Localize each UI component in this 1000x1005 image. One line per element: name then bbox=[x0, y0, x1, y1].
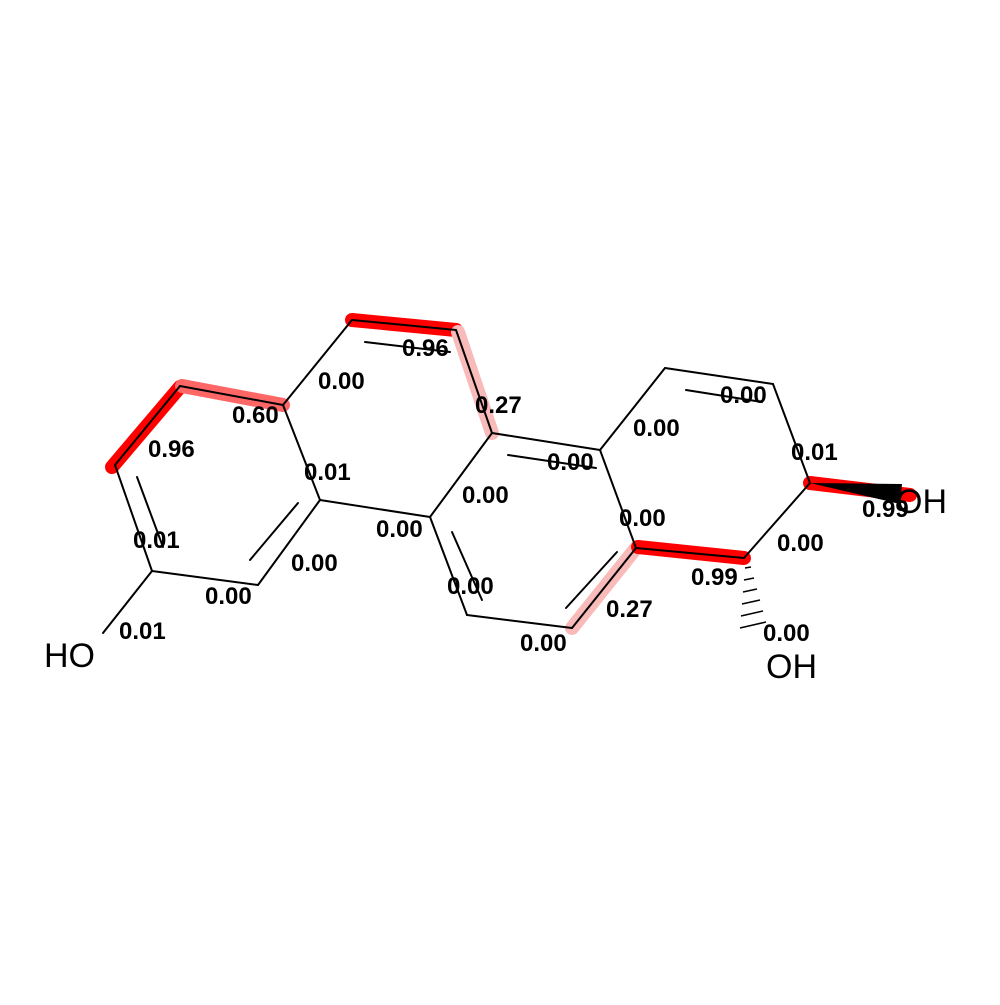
bond bbox=[351, 319, 457, 331]
bond-score-label: 0.99 bbox=[862, 496, 909, 523]
bond-score-label: 0.60 bbox=[232, 402, 279, 429]
bond-score-label: 0.00 bbox=[291, 550, 338, 577]
bond bbox=[102, 570, 153, 634]
bond bbox=[565, 551, 618, 609]
bond bbox=[455, 329, 493, 434]
bond-score-label: 0.96 bbox=[402, 335, 449, 362]
bond bbox=[179, 385, 284, 406]
bond bbox=[429, 516, 468, 616]
bond bbox=[136, 476, 164, 548]
bond bbox=[282, 319, 353, 406]
bond bbox=[743, 482, 811, 559]
bond bbox=[319, 499, 431, 518]
atom-label-layer: HO OH OH bbox=[44, 483, 947, 686]
bond-score-label: 0.00 bbox=[462, 482, 509, 509]
bond-score-label: 0.00 bbox=[318, 368, 365, 395]
score-label-layer: 0.96 0.00 0.60 0.27 0.96 0.00 0.00 0.01 … bbox=[119, 335, 909, 657]
bond-score-label: 0.01 bbox=[119, 618, 166, 645]
bond-score-label: 0.99 bbox=[691, 564, 738, 591]
bond-score-label: 0.00 bbox=[633, 415, 680, 442]
bond-score-label: 0.01 bbox=[304, 459, 351, 486]
bond-layer bbox=[102, 319, 811, 634]
stereo-bond-layer bbox=[739, 483, 902, 629]
bond-score-label: 0.00 bbox=[520, 630, 567, 657]
atom-label-oh: OH bbox=[896, 483, 947, 521]
bond-score-label: 0.00 bbox=[720, 382, 767, 409]
bond-score-label: 0.00 bbox=[777, 530, 824, 557]
bond bbox=[429, 432, 493, 518]
bond bbox=[507, 454, 597, 469]
bond bbox=[664, 367, 774, 385]
bond bbox=[491, 432, 601, 451]
bond-score-label: 0.96 bbox=[148, 436, 195, 463]
bond-score-label: 0.00 bbox=[547, 449, 594, 476]
bond bbox=[599, 449, 637, 549]
bond bbox=[451, 531, 483, 601]
bond bbox=[571, 547, 637, 629]
bond bbox=[249, 502, 299, 561]
bond bbox=[685, 389, 763, 403]
bond-score-label: 0.27 bbox=[475, 392, 522, 419]
bond bbox=[772, 383, 811, 484]
bond bbox=[599, 367, 666, 451]
bond bbox=[151, 570, 259, 586]
bond bbox=[364, 341, 451, 353]
hashed-wedge-bond bbox=[739, 566, 767, 629]
bond bbox=[635, 547, 745, 559]
bond-score-label: 0.00 bbox=[205, 583, 252, 610]
bond-score-label: 0.00 bbox=[376, 516, 423, 543]
bond bbox=[282, 404, 321, 501]
bond bbox=[257, 499, 321, 586]
atom-label-oh: OH bbox=[766, 648, 817, 686]
bond-score-label: 0.01 bbox=[791, 439, 838, 466]
atom-label-ho: HO bbox=[44, 637, 95, 675]
wedge-bond bbox=[810, 483, 902, 504]
bond bbox=[466, 614, 573, 629]
bond bbox=[114, 385, 181, 466]
bond-score-label: 0.00 bbox=[447, 573, 494, 600]
bond bbox=[114, 464, 153, 572]
bond-score-label: 0.00 bbox=[763, 620, 810, 647]
bond-score-label: 0.27 bbox=[606, 596, 653, 623]
bond-score-label: 0.00 bbox=[619, 505, 666, 532]
bond-score-label: 0.01 bbox=[133, 527, 180, 554]
